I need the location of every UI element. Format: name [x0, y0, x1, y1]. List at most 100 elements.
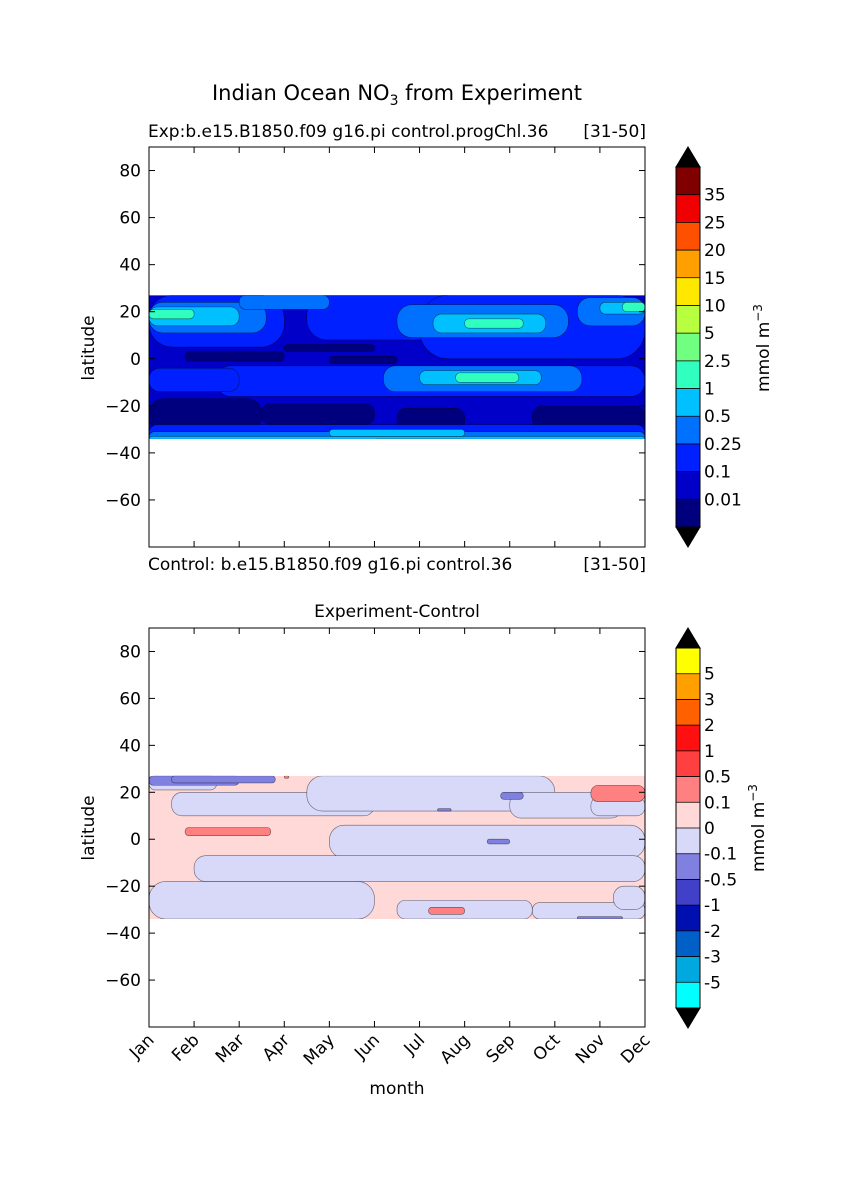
- contour-region-level-0: [261, 403, 375, 425]
- colorbar-tick-label: -3: [704, 948, 721, 968]
- difference-contour-plot: [149, 775, 645, 920]
- y-tick-label: 0: [130, 350, 141, 370]
- colorbar-segment: [676, 250, 700, 278]
- colorbar-segment: [676, 388, 700, 417]
- contour-fields: [149, 295, 645, 439]
- contour-region-level-0: [329, 356, 398, 364]
- figure-title-suffix: from Experiment: [398, 81, 582, 105]
- contour-region-level-5: [500, 791, 524, 800]
- x-tick-label: Jul: [400, 1030, 429, 1059]
- experiment-contour-plot: [149, 295, 645, 439]
- colorbar-tick-label: 10: [704, 296, 726, 316]
- contour-region-level-8: [428, 906, 465, 915]
- colorbar-tick-label: 0.25: [704, 435, 742, 455]
- plot-frame: [148, 627, 646, 1028]
- y-tick-label: 80: [119, 162, 141, 182]
- colorbar-tick-label: 0: [704, 819, 715, 839]
- colorbar-segment: [676, 194, 700, 223]
- contour-region-level-5: [455, 372, 520, 383]
- colorbar-segment: [676, 416, 700, 444]
- difference-panel: Experiment-Control 806040200−20−40−60Jan…: [79, 602, 769, 1099]
- colorbar-segment: [676, 853, 700, 880]
- colorbar-tick-label: 2: [704, 716, 715, 736]
- colorbar-tick-label: -0.1: [704, 845, 737, 865]
- colorbar-segment: [676, 333, 700, 361]
- contour-region-level-5: [622, 301, 645, 313]
- colorbar-tick-label: 0.1: [704, 463, 731, 483]
- colorbar-segment: [676, 277, 700, 306]
- colorbar-extend-min: [675, 526, 701, 548]
- difference-colorbar-label: mmol m−3: [746, 784, 769, 872]
- contour-region-level-0: [283, 344, 375, 353]
- contour-region-level-6: [193, 855, 645, 882]
- colorbar-frame: [675, 166, 701, 528]
- experiment-title-right: [31-50]: [583, 122, 646, 142]
- experiment-colorbar-unit: mmol m: [754, 322, 774, 392]
- y-tick-label: 60: [119, 689, 141, 709]
- y-tick-label: −40: [105, 444, 141, 464]
- colorbar-segment: [676, 471, 700, 500]
- colorbar-tick-label: 0.5: [704, 407, 731, 427]
- colorbar-segment: [676, 930, 700, 957]
- colorbar-segment: [676, 802, 700, 828]
- y-tick-label: −60: [105, 491, 141, 511]
- difference-ylabel: latitude: [79, 795, 99, 860]
- experiment-axes: 80 60 40 20 0 −20 −40 −60: [105, 146, 646, 548]
- colorbar-extend-max: [675, 627, 701, 649]
- contour-region-level-5: [437, 808, 452, 812]
- figure-title-subscript: 3: [390, 93, 399, 109]
- x-tick-label: Sep: [482, 1030, 519, 1067]
- x-tick-label: Feb: [168, 1030, 203, 1065]
- colorbar-extend-max: [675, 146, 701, 168]
- contour-region-level-5: [171, 775, 276, 784]
- colorbar-tick-label: 20: [704, 241, 726, 261]
- difference-colorbar-unit-sup: −3: [746, 784, 760, 802]
- colorbar-tick-label: 15: [704, 269, 726, 289]
- colorbar-tick-label: 3: [704, 690, 715, 710]
- colorbar-tick-label: 5: [704, 324, 715, 344]
- colorbar-segment: [676, 673, 700, 700]
- contour-region-level-5: [464, 318, 524, 329]
- colorbar-tick-label: -5: [704, 973, 721, 993]
- x-tick-label: Nov: [572, 1030, 610, 1068]
- colorbar-segment: [676, 828, 700, 854]
- colorbar-segment: [676, 776, 700, 803]
- colorbar-segment: [676, 750, 700, 777]
- y-tick-label: 80: [119, 642, 141, 662]
- y-tick-label: 60: [119, 209, 141, 229]
- contour-region-level-6: [613, 885, 645, 910]
- contour-region-level-0: [184, 351, 285, 362]
- colorbar-tick-label: 2.5: [704, 352, 731, 372]
- contour-region-level-5: [486, 838, 511, 845]
- contour-region-level-8: [184, 827, 272, 837]
- colorbar-segment: [676, 648, 700, 674]
- y-tick-label: 40: [119, 736, 141, 756]
- colorbar-segment: [676, 982, 700, 1008]
- colorbar-segment: [676, 305, 700, 334]
- y-tick-label: −20: [105, 397, 141, 417]
- colorbar-tick-label: 5: [704, 665, 715, 685]
- colorbar-segment: [676, 167, 700, 195]
- difference-colorbar-unit: mmol m: [749, 802, 769, 872]
- experiment-colorbar-unit-sup: −3: [751, 304, 765, 322]
- contour-region-level-8: [590, 784, 645, 802]
- colorbar-segment: [676, 499, 700, 527]
- x-tick-label: May: [300, 1030, 339, 1069]
- colorbar-tick-label: 0.5: [704, 768, 731, 788]
- y-tick-label: −20: [105, 877, 141, 897]
- plot-frame: [148, 146, 646, 548]
- control-label-left: Control: b.e15.B1850.f09 g16.pi control.…: [148, 555, 512, 575]
- contour-region-level-2: [149, 367, 240, 393]
- x-tick-label: Dec: [617, 1030, 654, 1067]
- y-tick-label: 0: [130, 830, 141, 850]
- colorbar-segment: [676, 905, 700, 931]
- contour-fields: [149, 775, 645, 920]
- x-tick-label: Mar: [212, 1030, 249, 1067]
- colorbar-segment: [676, 956, 700, 983]
- colorbar-tick-label: 0.01: [704, 490, 742, 510]
- colorbar-tick-label: 1: [704, 380, 715, 400]
- colorbar-segment: [676, 725, 700, 751]
- contour-region-level-8: [283, 775, 290, 779]
- y-tick-label: 20: [119, 783, 141, 803]
